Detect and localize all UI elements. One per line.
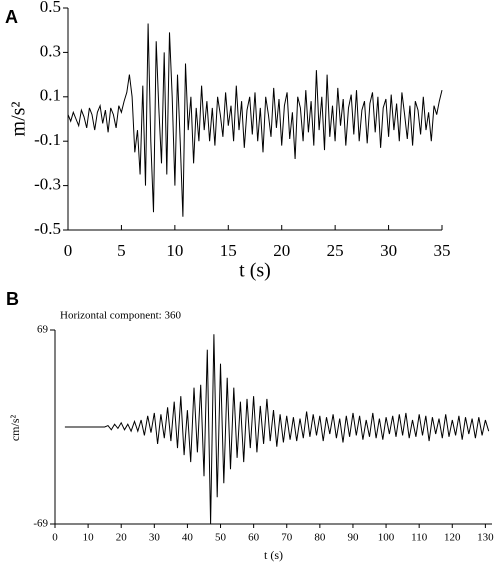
x-tick-label: 30: [149, 532, 161, 544]
x-tick-label: 35: [434, 241, 451, 260]
x-tick-label: 60: [248, 532, 260, 544]
y-axis-label: m/s²: [8, 102, 30, 137]
panel-label: B: [6, 289, 19, 309]
x-tick-label: 20: [273, 241, 290, 260]
x-tick-label: 80: [314, 532, 326, 544]
y-tick-label: -0.1: [34, 130, 61, 149]
x-tick-label: 20: [116, 532, 128, 544]
x-tick-label: 90: [347, 532, 359, 544]
x-tick-label: 40: [182, 532, 194, 544]
waveform: [67, 23, 443, 217]
x-tick-label: 0: [64, 241, 73, 260]
y-tick-label: 0.1: [40, 86, 61, 105]
x-tick-label: 25: [327, 241, 344, 260]
x-tick-label: 15: [220, 241, 237, 260]
y-tick-label: 69: [37, 324, 49, 336]
x-tick-label: 100: [378, 532, 395, 544]
y-tick-label: -0.5: [34, 219, 61, 238]
x-tick-label: 110: [411, 532, 428, 544]
waveform: [64, 334, 490, 525]
chart-title: Horizontal component: 360: [60, 310, 181, 322]
panel-label: A: [5, 7, 18, 27]
x-tick-label: 130: [477, 532, 494, 544]
x-tick-label: 10: [166, 241, 183, 260]
y-tick-label: -0.3: [34, 175, 61, 194]
y-axis-label: cm/s²: [8, 414, 22, 441]
y-tick-label: 0.5: [40, 0, 61, 16]
x-tick-label: 70: [281, 532, 293, 544]
x-tick-label: 120: [444, 532, 461, 544]
x-axis-label: t (s): [264, 548, 283, 562]
x-tick-label: 5: [117, 241, 126, 260]
x-tick-label: 10: [83, 532, 95, 544]
x-tick-label: 50: [215, 532, 227, 544]
x-axis-label: t (s): [239, 260, 271, 282]
y-tick-label: -69: [33, 518, 48, 530]
y-tick-label: 0.3: [40, 41, 61, 60]
x-tick-label: 30: [380, 241, 397, 260]
x-tick-label: 0: [52, 532, 58, 544]
